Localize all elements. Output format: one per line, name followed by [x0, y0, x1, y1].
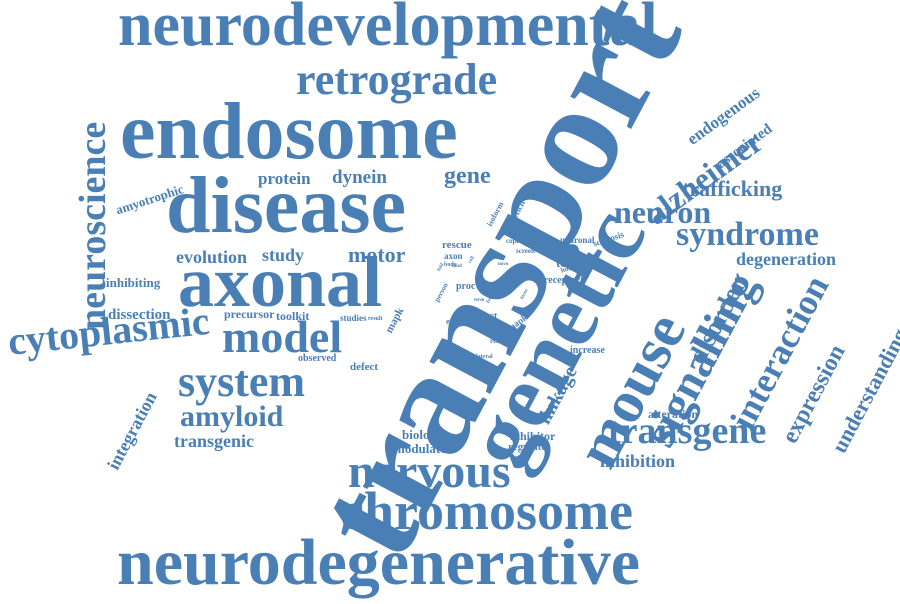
word-neuronal: neuronal — [560, 236, 594, 245]
word-study: study — [262, 246, 304, 264]
word-trafficking: trafficking — [682, 178, 782, 200]
word-remain: remain — [490, 338, 511, 345]
word-alteration: alteration — [648, 408, 698, 420]
word-lateral: lateral — [476, 354, 493, 360]
word-dynein: dynein — [332, 168, 387, 187]
word-copies: copies — [506, 238, 524, 245]
word-inhibitor: inhibitor — [510, 430, 555, 442]
word-transgenic: transgenic — [174, 432, 254, 450]
word-receptor: receptor — [544, 276, 580, 286]
word-dissection: dissection — [108, 308, 171, 323]
word-integration: integration — [104, 389, 160, 473]
word-extra: extra — [446, 318, 464, 326]
word-inhibition: inhibition — [600, 452, 675, 470]
word-evolution: evolution — [176, 248, 247, 266]
word-copy: copy — [526, 268, 536, 273]
word-system: system — [178, 360, 305, 404]
word-bind: bind — [452, 264, 462, 269]
word-motor: motor — [348, 244, 405, 266]
word-defect: defect — [350, 362, 378, 373]
word-axon: axon — [444, 252, 463, 261]
word-biology: biology — [402, 428, 442, 441]
word-inhibiting: inhibiting — [106, 276, 160, 289]
word-effect: effect — [474, 312, 497, 322]
word-screen: screen — [516, 248, 535, 255]
word-understanding: understanding — [828, 325, 900, 456]
word-site: site — [482, 280, 495, 289]
word-term: term — [474, 298, 484, 303]
word-protein: protein — [258, 170, 311, 187]
word-novo: novo — [498, 262, 508, 267]
word-increase: increase — [570, 346, 605, 356]
word-toolkit: toolkit — [276, 310, 309, 322]
word-degeneration: degeneration — [736, 250, 836, 268]
word-studies: studies — [340, 314, 367, 323]
word-amyloid: amyloid — [180, 402, 283, 432]
word-proc: proc — [456, 282, 475, 292]
word-regulate: regulate — [508, 442, 546, 453]
word-rescue: rescue — [442, 240, 472, 251]
word-neuroscience: neuroscience — [74, 122, 112, 330]
word-modulate: modulate — [394, 442, 446, 455]
word-result: result — [368, 316, 383, 322]
word-gene: gene — [444, 164, 491, 188]
word-observed: observed — [298, 354, 336, 364]
word-precursor: precursor — [224, 308, 274, 320]
word-endosome: endosome — [120, 92, 458, 172]
